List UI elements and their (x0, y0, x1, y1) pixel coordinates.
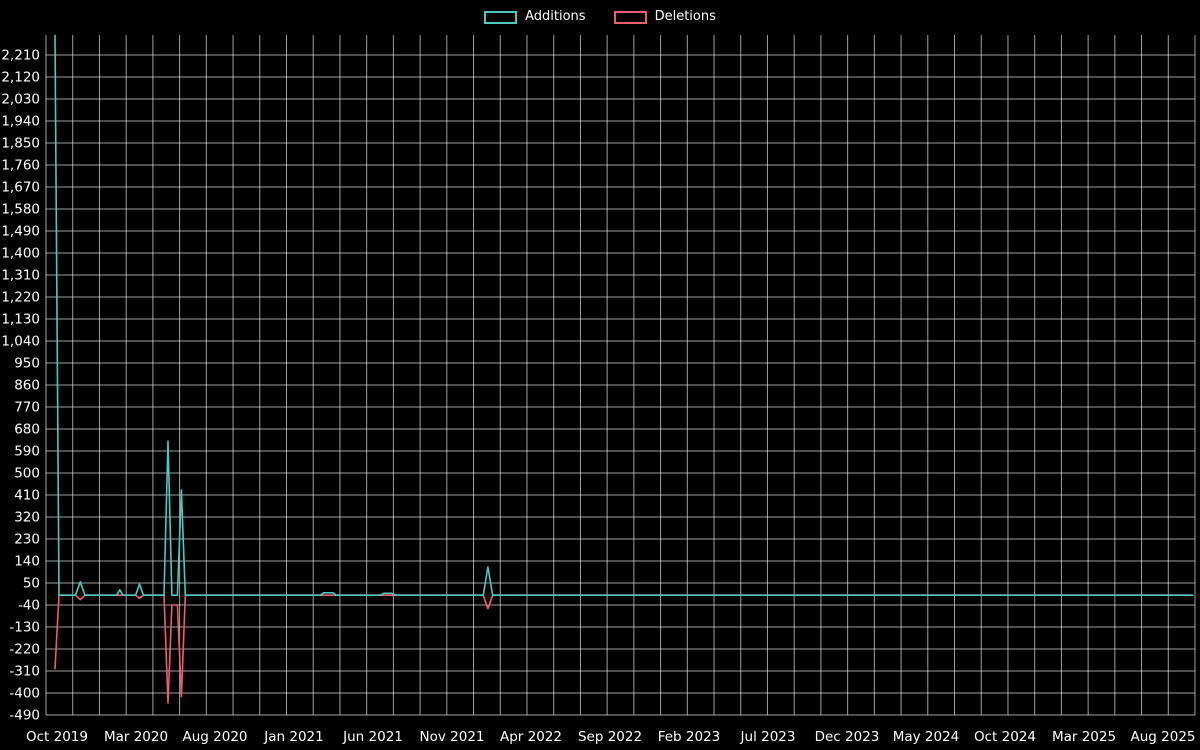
legend-label-additions: Additions (525, 9, 586, 24)
axis-tick-label: Oct 2024 (974, 729, 1036, 745)
axis-tick-label: Jun 2021 (342, 729, 403, 745)
axis-tick-label: 140 (14, 554, 40, 570)
axis-tick-label: 1,310 (1, 268, 40, 284)
axis-tick-label: 1,490 (1, 224, 40, 240)
axis-tick-label: Jul 2023 (740, 729, 796, 745)
axis-tick-label: Mar 2020 (104, 729, 168, 745)
axis-tick-label: Sep 2022 (578, 729, 642, 745)
axis-tick-label: 230 (14, 532, 40, 548)
axis-tick-label: 1,040 (1, 334, 40, 350)
axis-tick-label: 1,670 (1, 180, 40, 196)
axis-tick-label: Mar 2025 (1052, 729, 1116, 745)
axis-tick-label: 680 (14, 422, 40, 438)
series-line-additions (54, 34, 1194, 597)
legend-item-additions[interactable]: Additions (484, 9, 586, 25)
axis-tick-label: 1,400 (1, 246, 40, 262)
axis-tick-label: 1,130 (1, 312, 40, 328)
axis-tick-label: Feb 2023 (658, 729, 721, 745)
axis-tick-label: 590 (14, 444, 40, 460)
axis-tick-label: 2,120 (1, 70, 40, 86)
additions-swatch-icon (484, 10, 518, 24)
axis-tick-label: May 2024 (893, 729, 960, 745)
axis-tick-label: -130 (9, 620, 40, 636)
axis-tick-label: 2,030 (1, 92, 40, 108)
axis-tick-label: -40 (18, 598, 40, 614)
legend-item-deletions[interactable]: Deletions (613, 9, 716, 25)
axis-tick-label: Apr 2022 (500, 729, 562, 745)
axis-tick-label: 1,940 (1, 114, 40, 130)
axis-tick-label: 410 (14, 488, 40, 504)
axis-tick-label: Aug 2025 (1130, 729, 1195, 745)
axis-tick-label: Jan 2021 (263, 729, 323, 745)
axis-tick-label: 1,580 (1, 202, 40, 218)
axis-tick-label: 1,760 (1, 158, 40, 174)
axis-tick-label: 2,210 (1, 48, 40, 64)
legend-label-deletions: Deletions (654, 9, 716, 24)
axis-tick-label: -400 (9, 686, 40, 702)
axis-tick-label: Dec 2023 (815, 729, 880, 745)
axis-tick-label: 500 (14, 466, 40, 482)
chart-legend: Additions Deletions (0, 9, 1200, 25)
axis-tick-label: -220 (9, 642, 40, 658)
axis-tick-label: -310 (9, 664, 40, 680)
axis-tick-label: 770 (14, 400, 40, 416)
axis-tick-label: -490 (9, 708, 40, 724)
axis-tick-label: Nov 2021 (420, 729, 485, 745)
deletions-swatch-icon (613, 10, 647, 24)
axis-tick-label: 950 (14, 356, 40, 372)
axis-tick-label: 320 (14, 510, 40, 526)
axis-tick-label: 1,850 (1, 136, 40, 152)
axis-tick-label: 50 (23, 576, 40, 592)
axis-tick-label: 860 (14, 378, 40, 394)
axis-tick-label: Aug 2020 (182, 729, 247, 745)
axis-tick-label: 1,220 (1, 290, 40, 306)
series-line-deletions (54, 594, 1194, 704)
axis-tick-label: Oct 2019 (26, 729, 88, 745)
